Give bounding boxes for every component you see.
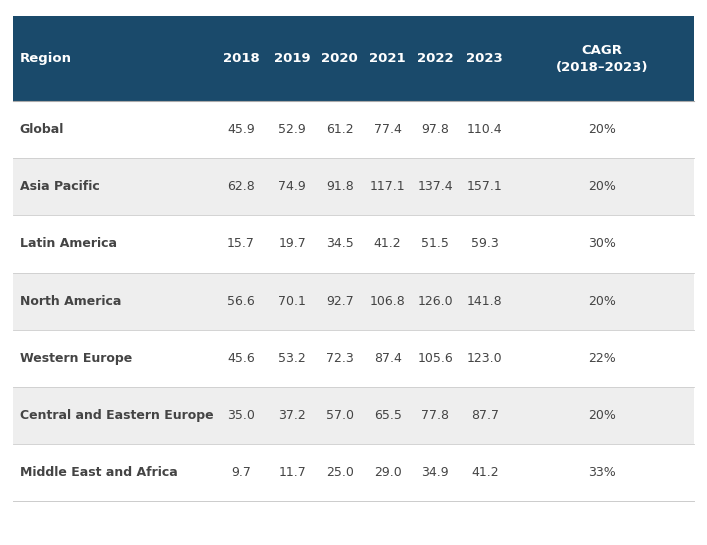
Text: 25.0: 25.0: [326, 467, 354, 479]
Text: 41.2: 41.2: [471, 467, 498, 479]
Text: 53.2: 53.2: [279, 352, 306, 365]
Bar: [13, 444, 694, 501]
Text: 137.4: 137.4: [417, 180, 453, 193]
Text: Middle East and Africa: Middle East and Africa: [20, 467, 177, 479]
Text: 52.9: 52.9: [279, 123, 306, 136]
Text: 2022: 2022: [417, 52, 454, 65]
Text: 45.6: 45.6: [227, 352, 255, 365]
Text: 34.5: 34.5: [326, 238, 354, 250]
Bar: [13, 16, 694, 101]
Text: 91.8: 91.8: [326, 180, 354, 193]
Text: 20%: 20%: [588, 180, 617, 193]
Text: 65.5: 65.5: [373, 409, 402, 422]
Text: 61.2: 61.2: [326, 123, 354, 136]
Text: 2018: 2018: [223, 52, 259, 65]
Text: Region: Region: [20, 52, 72, 65]
Bar: [13, 272, 694, 330]
Text: 70.1: 70.1: [279, 295, 306, 307]
Text: 105.6: 105.6: [417, 352, 453, 365]
Text: 72.3: 72.3: [326, 352, 354, 365]
Text: Central and Eastern Europe: Central and Eastern Europe: [20, 409, 214, 422]
Text: 9.7: 9.7: [231, 467, 251, 479]
Text: 110.4: 110.4: [467, 123, 503, 136]
Text: 157.1: 157.1: [467, 180, 503, 193]
Text: 141.8: 141.8: [467, 295, 503, 307]
Text: 51.5: 51.5: [421, 238, 449, 250]
Text: 20%: 20%: [588, 123, 617, 136]
Text: 106.8: 106.8: [370, 295, 405, 307]
Text: 87.7: 87.7: [471, 409, 498, 422]
Text: 29.0: 29.0: [374, 467, 402, 479]
Text: Latin America: Latin America: [20, 238, 117, 250]
Text: 11.7: 11.7: [279, 467, 306, 479]
Text: 87.4: 87.4: [373, 352, 402, 365]
Bar: [13, 101, 694, 158]
Text: Asia Pacific: Asia Pacific: [20, 180, 100, 193]
Bar: [13, 387, 694, 444]
Text: 2019: 2019: [274, 52, 310, 65]
Text: 123.0: 123.0: [467, 352, 503, 365]
Text: 45.9: 45.9: [227, 123, 255, 136]
Text: 117.1: 117.1: [370, 180, 405, 193]
Text: 77.4: 77.4: [373, 123, 402, 136]
Bar: [13, 330, 694, 387]
Text: 97.8: 97.8: [421, 123, 449, 136]
Text: 19.7: 19.7: [279, 238, 306, 250]
Text: 2021: 2021: [369, 52, 406, 65]
Text: Western Europe: Western Europe: [20, 352, 132, 365]
Text: 2020: 2020: [322, 52, 358, 65]
Text: 30%: 30%: [588, 238, 617, 250]
Text: 20%: 20%: [588, 295, 617, 307]
Text: 33%: 33%: [588, 467, 616, 479]
Bar: [13, 215, 694, 272]
Text: 22%: 22%: [588, 352, 616, 365]
Text: 2023: 2023: [467, 52, 503, 65]
Text: North America: North America: [20, 295, 121, 307]
Text: 15.7: 15.7: [227, 238, 255, 250]
Text: 35.0: 35.0: [227, 409, 255, 422]
Text: CAGR
(2018–2023): CAGR (2018–2023): [556, 44, 648, 74]
Text: Global: Global: [20, 123, 64, 136]
Text: 20%: 20%: [588, 409, 617, 422]
Text: 77.8: 77.8: [421, 409, 449, 422]
Text: 59.3: 59.3: [471, 238, 498, 250]
Text: 34.9: 34.9: [421, 467, 449, 479]
Text: 57.0: 57.0: [326, 409, 354, 422]
Text: 92.7: 92.7: [326, 295, 354, 307]
Text: 41.2: 41.2: [374, 238, 402, 250]
Text: 126.0: 126.0: [417, 295, 453, 307]
Text: 37.2: 37.2: [279, 409, 306, 422]
Bar: [13, 158, 694, 215]
Text: 74.9: 74.9: [279, 180, 306, 193]
Text: 56.6: 56.6: [227, 295, 255, 307]
Text: 62.8: 62.8: [227, 180, 255, 193]
